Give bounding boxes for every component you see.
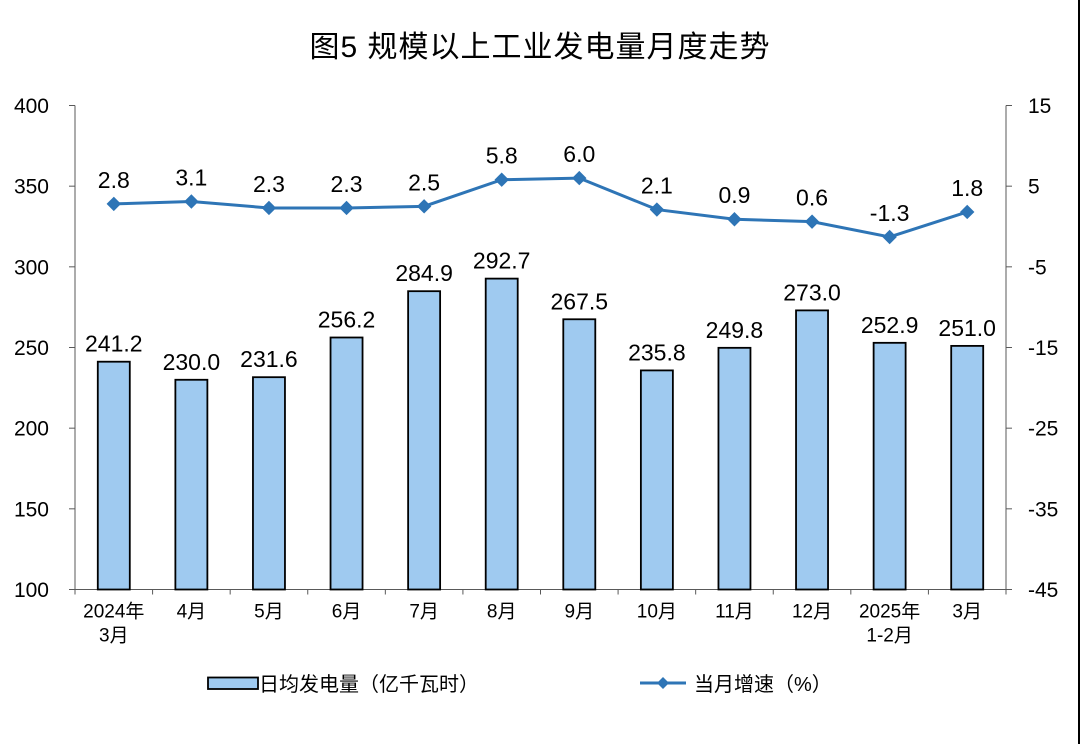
svg-text:273.0: 273.0 xyxy=(783,279,841,305)
svg-text:2025年: 2025年 xyxy=(859,601,920,623)
svg-text:231.6: 231.6 xyxy=(240,346,298,372)
svg-text:8月: 8月 xyxy=(487,602,517,623)
svg-text:-15: -15 xyxy=(1028,337,1058,360)
svg-text:0.6: 0.6 xyxy=(796,185,828,211)
svg-text:-25: -25 xyxy=(1028,418,1058,441)
svg-text:100: 100 xyxy=(14,579,49,602)
svg-text:11月: 11月 xyxy=(715,602,754,623)
svg-text:1.8: 1.8 xyxy=(951,175,983,201)
svg-text:-1.3: -1.3 xyxy=(870,200,910,226)
svg-text:230.0: 230.0 xyxy=(163,349,221,375)
svg-text:15: 15 xyxy=(1028,95,1051,118)
svg-text:2.5: 2.5 xyxy=(408,169,440,195)
svg-text:-35: -35 xyxy=(1028,498,1058,521)
svg-text:256.2: 256.2 xyxy=(318,307,376,333)
svg-text:292.7: 292.7 xyxy=(473,248,531,274)
svg-text:9月: 9月 xyxy=(565,602,595,623)
svg-text:3月: 3月 xyxy=(99,626,129,647)
svg-text:200: 200 xyxy=(14,418,49,441)
svg-text:6月: 6月 xyxy=(332,602,362,623)
svg-text:3.1: 3.1 xyxy=(175,164,207,190)
svg-text:251.0: 251.0 xyxy=(938,315,996,341)
svg-text:2.1: 2.1 xyxy=(641,173,673,199)
svg-text:12月: 12月 xyxy=(792,602,832,623)
svg-text:150: 150 xyxy=(14,498,49,521)
svg-text:2.3: 2.3 xyxy=(331,171,363,197)
svg-text:5: 5 xyxy=(1028,176,1040,199)
svg-text:4月: 4月 xyxy=(177,602,207,623)
svg-text:7月: 7月 xyxy=(409,602,439,623)
svg-text:10月: 10月 xyxy=(637,602,677,623)
svg-text:249.8: 249.8 xyxy=(706,317,764,343)
svg-text:2.8: 2.8 xyxy=(98,167,130,193)
svg-text:6.0: 6.0 xyxy=(563,141,595,167)
svg-text:235.8: 235.8 xyxy=(628,339,686,365)
svg-text:-5: -5 xyxy=(1028,256,1047,279)
svg-text:2024年: 2024年 xyxy=(83,601,144,623)
svg-text:267.5: 267.5 xyxy=(551,288,609,314)
svg-text:3月: 3月 xyxy=(952,602,982,623)
svg-text:250: 250 xyxy=(14,337,49,360)
svg-text:241.2: 241.2 xyxy=(85,331,143,357)
svg-text:350: 350 xyxy=(14,176,49,199)
svg-text:0.9: 0.9 xyxy=(718,182,750,208)
svg-text:2.3: 2.3 xyxy=(253,171,285,197)
svg-text:400: 400 xyxy=(14,95,49,118)
svg-text:5月: 5月 xyxy=(254,602,284,623)
svg-text:300: 300 xyxy=(14,256,49,279)
svg-text:284.9: 284.9 xyxy=(395,260,453,286)
svg-text:1-2月: 1-2月 xyxy=(866,626,912,647)
svg-text:5.8: 5.8 xyxy=(486,143,518,169)
svg-text:252.9: 252.9 xyxy=(861,312,919,338)
svg-text:-45: -45 xyxy=(1028,579,1058,602)
